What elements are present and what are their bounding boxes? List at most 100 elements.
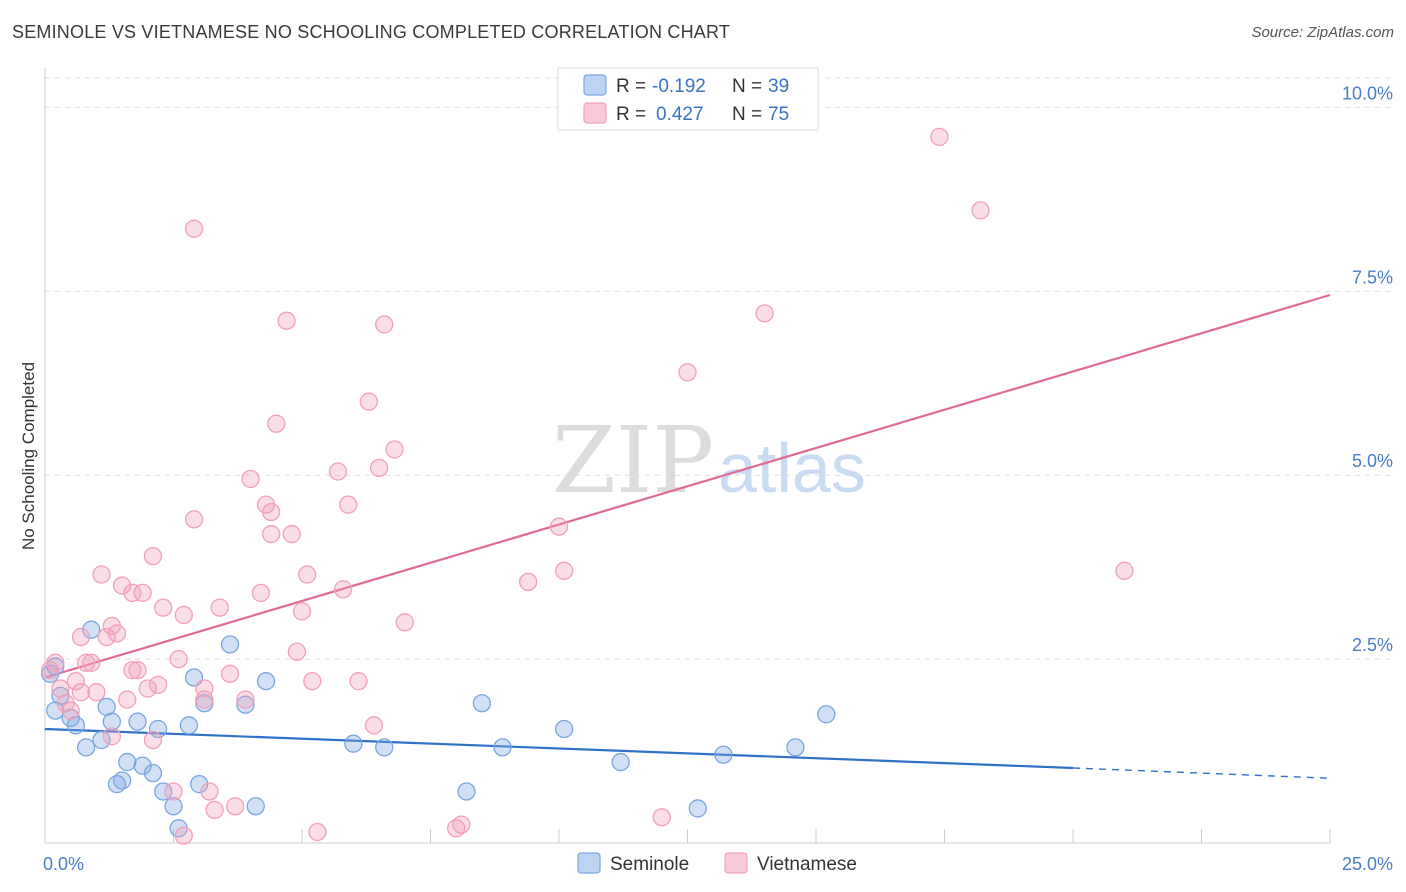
point-vietnamese xyxy=(287,642,307,661)
point-seminole xyxy=(714,745,733,764)
point-seminole xyxy=(611,752,630,772)
point-vietnamese xyxy=(71,627,91,647)
point-vietnamese xyxy=(971,201,990,220)
point-seminole xyxy=(133,756,152,775)
point-vietnamese xyxy=(349,672,368,691)
point-seminole xyxy=(472,694,492,713)
point-vietnamese xyxy=(76,653,96,672)
point-seminole xyxy=(143,763,163,783)
point-vietnamese xyxy=(184,219,204,238)
point-vietnamese xyxy=(61,701,80,720)
data-points xyxy=(40,127,1134,845)
point-vietnamese xyxy=(133,583,152,603)
point-vietnamese xyxy=(184,510,204,529)
chart-title: SEMINOLE VS VIETNAMESE NO SCHOOLING COMP… xyxy=(12,22,731,42)
point-vietnamese xyxy=(549,517,569,536)
point-vietnamese xyxy=(66,672,85,691)
bottom-legend-label-vietnamese: Vietnamese xyxy=(757,854,857,875)
point-vietnamese xyxy=(303,672,322,691)
point-vietnamese xyxy=(262,524,281,544)
point-vietnamese xyxy=(128,660,147,680)
point-seminole xyxy=(118,752,137,772)
point-vietnamese xyxy=(277,311,296,330)
point-vietnamese xyxy=(143,546,163,566)
trend-line-extension-seminole xyxy=(1072,767,1331,779)
point-seminole xyxy=(82,620,101,639)
y-tick-label: 10.0% xyxy=(1342,83,1393,103)
legend-r-value-vietnamese: 0.427 xyxy=(656,104,704,125)
source-label: Source: ZipAtlas.com xyxy=(1251,24,1394,41)
legend-n-value-vietnamese: 75 xyxy=(768,104,789,125)
point-seminole xyxy=(375,738,394,757)
point-vietnamese xyxy=(292,602,312,621)
bottom-legend-swatch-vietnamese xyxy=(724,852,748,874)
x-tick-label-min: 0.0% xyxy=(43,854,84,874)
point-vietnamese xyxy=(678,363,697,382)
point-vietnamese xyxy=(241,469,260,489)
point-seminole xyxy=(102,712,121,731)
point-vietnamese xyxy=(87,683,106,702)
point-vietnamese xyxy=(169,649,188,669)
point-vietnamese xyxy=(375,315,394,334)
bottom-legend-label-seminole: Seminole xyxy=(610,854,689,875)
point-vietnamese xyxy=(364,716,384,735)
point-vietnamese xyxy=(267,414,286,433)
y-tick-label: 5.0% xyxy=(1352,451,1393,471)
axes: 2.5% 5.0% 7.5% 10.0% 0.0% 25.0% xyxy=(43,68,1393,874)
point-vietnamese xyxy=(71,683,91,702)
point-vietnamese xyxy=(174,826,193,845)
legend-r-value-seminole: -0.192 xyxy=(652,76,706,97)
trend-lines xyxy=(44,293,1331,779)
point-seminole xyxy=(817,705,836,724)
point-vietnamese xyxy=(46,653,65,672)
point-vietnamese xyxy=(164,782,183,801)
point-seminole xyxy=(148,719,168,739)
point-vietnamese xyxy=(210,598,229,617)
watermark-atlas: atlas xyxy=(718,429,866,507)
point-vietnamese xyxy=(174,605,193,625)
point-vietnamese xyxy=(107,624,127,643)
watermark-zip: ZIP xyxy=(552,407,714,514)
legend-r-label-seminole: R = xyxy=(616,76,646,97)
point-seminole xyxy=(236,695,255,714)
legend-n-label-vietnamese: N = xyxy=(732,104,762,125)
point-seminole xyxy=(128,712,147,731)
point-seminole xyxy=(190,775,209,794)
point-vietnamese xyxy=(82,653,101,672)
point-vietnamese xyxy=(930,127,949,146)
point-vietnamese xyxy=(359,392,378,411)
point-vietnamese xyxy=(200,782,219,801)
legend-n-label-seminole: N = xyxy=(732,76,762,97)
point-vietnamese xyxy=(143,730,163,750)
point-vietnamese xyxy=(385,440,404,459)
point-vietnamese xyxy=(123,660,142,680)
point-seminole xyxy=(164,797,183,816)
point-vietnamese xyxy=(328,462,348,481)
point-seminole xyxy=(220,635,240,654)
point-seminole xyxy=(493,738,512,757)
point-vietnamese xyxy=(554,561,574,580)
point-seminole xyxy=(786,738,805,757)
point-seminole xyxy=(457,782,476,801)
point-vietnamese xyxy=(92,565,111,584)
point-vietnamese xyxy=(148,675,168,695)
point-vietnamese xyxy=(339,495,358,514)
point-vietnamese xyxy=(308,822,327,842)
y-tick-label: 2.5% xyxy=(1352,635,1393,655)
point-seminole xyxy=(154,782,173,801)
point-seminole xyxy=(344,734,363,753)
point-vietnamese xyxy=(118,690,137,709)
gridlines xyxy=(45,77,1392,660)
trend-line-vietnamese xyxy=(44,293,1331,679)
point-vietnamese xyxy=(282,524,301,544)
legend-r-label-vietnamese: R = xyxy=(616,104,646,125)
point-vietnamese xyxy=(452,815,471,834)
point-vietnamese xyxy=(102,727,121,746)
point-seminole xyxy=(112,771,132,790)
point-vietnamese xyxy=(226,797,245,816)
point-seminole xyxy=(256,672,276,691)
point-seminole xyxy=(246,797,265,816)
point-vietnamese xyxy=(755,304,774,323)
point-vietnamese xyxy=(519,572,538,592)
